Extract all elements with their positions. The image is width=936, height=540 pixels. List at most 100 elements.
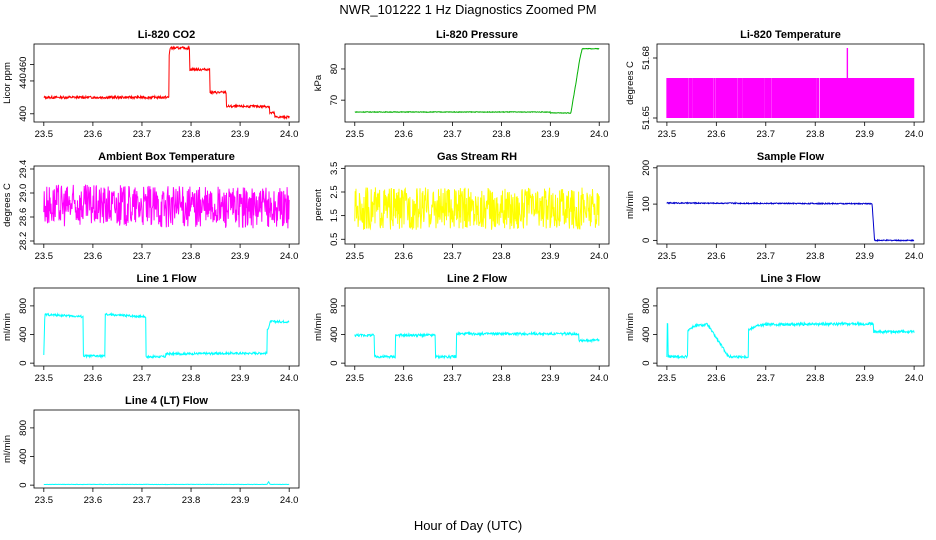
x-tick-label: 23.5 [658,373,677,384]
y-tick-label: 70 [329,95,340,106]
y-tick-label: 29.4 [18,160,29,179]
x-tick-label: 23.7 [133,495,152,506]
x-tick-label: 23.5 [346,373,365,384]
y-tick-label: 800 [18,420,29,436]
plot-frame [344,43,610,123]
plot-frame [656,43,925,123]
plot-frame [344,287,610,367]
series-line [43,45,290,120]
plot-frame [33,409,300,489]
x-tick-label: 24.0 [280,373,299,384]
y-tick-label: 440 [18,73,29,89]
x-tick-label: 24.0 [905,251,924,262]
panel-2: Li-820 Pressure 23.5 23.6 23.7 23.8 23.9 24.0 7… [313,29,610,140]
x-tick-label: 23.6 [707,129,726,140]
x-tick-label: 23.8 [806,373,825,384]
series-band [666,78,915,118]
x-tick-label: 23.5 [35,251,54,262]
x-tick-label: 23.6 [394,251,413,262]
x-tick-label: 23.6 [84,495,103,506]
x-tick-label: 23.8 [182,251,201,262]
y-tick-label: 400 [18,449,29,465]
y-tick-label: 0 [18,482,29,487]
x-tick-label: 23.5 [35,373,54,384]
x-tick-label: 23.7 [443,129,462,140]
x-tick-label: 23.6 [394,129,413,140]
plot-frame [656,287,925,367]
panel-title: Line 1 Flow [137,273,197,285]
y-tick-label: 400 [18,106,29,122]
y-axis-label: degrees C [2,183,13,227]
x-tick-label: 23.7 [757,251,776,262]
y-tick-label: 400 [641,327,652,343]
x-tick-label: 23.7 [443,373,462,384]
x-tick-label: 23.5 [658,129,677,140]
y-axis-label: Licor ppm [2,62,13,104]
y-tick-label: 0 [641,238,652,243]
y-axis-label: ml/min [2,435,13,463]
x-tick-label: 24.0 [590,251,609,262]
panel-title: Li-820 Pressure [436,29,518,41]
x-tick-label: 23.9 [855,129,874,140]
x-tick-label: 23.8 [492,251,511,262]
x-tick-label: 23.8 [182,495,201,506]
y-tick-label: 2.5 [329,185,340,198]
x-tick-label: 23.5 [35,129,54,140]
panel-3: Li-820 Temperature 23.5 23.6 23.7 23.8 23.9 24… [625,29,925,140]
series-line [43,480,290,486]
panel-title: Line 3 Flow [761,273,821,285]
x-tick-label: 23.8 [492,373,511,384]
series-line [43,311,290,360]
plot-frame [33,165,300,245]
x-tick-label: 23.9 [231,373,250,384]
plot-frame [344,165,610,245]
y-tick-label: 800 [641,298,652,314]
y-axis-label: kPa [313,74,324,91]
panel-title: Li-820 CO2 [138,29,195,41]
x-tick-label: 23.7 [443,251,462,262]
y-tick-label: 200 [641,160,652,176]
panel-title: Ambient Box Temperature [98,151,235,163]
y-tick-label: 0 [18,360,29,365]
x-tick-label: 23.6 [394,373,413,384]
x-tick-label: 24.0 [280,251,299,262]
plot-frame [33,287,300,367]
x-tick-label: 24.0 [590,373,609,384]
panel-9: Line 3 Flow 23.5 23.6 23.7 23.8 23.9 24.0 0 400 8… [625,273,925,384]
x-tick-label: 23.5 [346,251,365,262]
panel-5: Gas Stream RH 23.5 23.6 23.7 23.8 23.9 24.0 0.5… [313,151,610,262]
x-tick-label: 23.7 [757,129,776,140]
y-axis-label: ml/min [625,191,636,219]
panel-title: Sample Flow [757,151,825,163]
x-tick-label: 23.9 [231,129,250,140]
x-tick-label: 23.9 [855,251,874,262]
y-tick-label: 51.65 [641,106,652,130]
x-tick-label: 24.0 [280,129,299,140]
x-axis-label: Hour of Day (UTC) [413,518,523,533]
y-tick-label: 80 [329,64,340,75]
x-tick-label: 23.5 [346,129,365,140]
x-tick-label: 23.8 [492,129,511,140]
y-tick-label: 800 [329,298,340,314]
x-tick-label: 23.9 [541,129,560,140]
y-tick-label: 51.68 [641,46,652,70]
y-axis-label: ml/min [625,313,636,341]
x-tick-label: 23.7 [133,373,152,384]
y-axis-label: degrees C [625,61,636,105]
y-tick-label: 0 [641,360,652,365]
panel-1: Li-820 CO2 23.5 23.6 23.7 23.8 23.9 24.0 400 440… [2,29,300,140]
x-tick-label: 23.5 [35,495,54,506]
y-tick-label: 400 [18,327,29,343]
panel-title: Gas Stream RH [437,151,517,163]
y-tick-label: 800 [18,298,29,314]
y-tick-label: 100 [641,196,652,212]
x-tick-label: 23.8 [182,129,201,140]
y-tick-label: 460 [18,57,29,73]
y-axis-label: ml/min [2,313,13,341]
main-title: NWR_101222 1 Hz Diagnostics Zoomed PM [339,2,597,17]
series-line [354,186,600,231]
x-tick-label: 23.6 [707,251,726,262]
x-tick-label: 23.8 [182,373,201,384]
x-tick-label: 23.8 [806,251,825,262]
